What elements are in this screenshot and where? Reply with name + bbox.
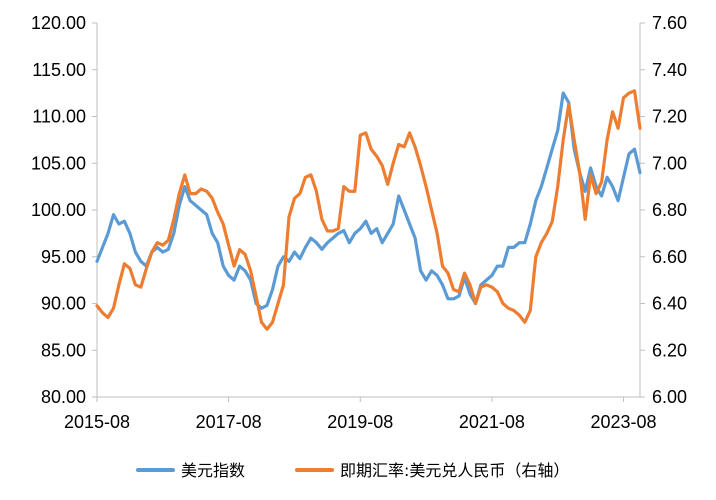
legend-label-1: 美元指数 — [181, 461, 245, 480]
y-right-tick-label: 7.60 — [652, 13, 687, 33]
y-right-tick-label: 6.20 — [652, 340, 687, 360]
y-left-tick-label: 95.00 — [41, 247, 86, 267]
y-left-tick-label: 80.00 — [41, 387, 86, 407]
x-tick-label: 2023-08 — [591, 412, 657, 432]
legend: 美元指数 即期汇率:美元兑人民币（右轴） — [136, 461, 569, 480]
y-left-tick-label: 100.00 — [31, 200, 86, 220]
y-left-tick-label: 110.00 — [32, 107, 86, 127]
y-left-tick-label: 115.00 — [32, 60, 86, 80]
axis-ticks: 80.00 85.00 90.00 95.00 100.00 105.00 110.00 11… — [31, 13, 687, 432]
y-left-tick-label: 85.00 — [41, 340, 86, 360]
x-tick-label: 2019-08 — [327, 412, 393, 432]
y-right-tick-label: 7.20 — [652, 107, 687, 127]
y-right-tick-label: 7.00 — [652, 153, 687, 173]
series-layer — [95, 89, 642, 331]
y-right-tick-label: 6.40 — [652, 294, 687, 314]
series-line-1 — [95, 91, 642, 310]
y-right-tick-label: 6.00 — [652, 387, 687, 407]
y-left-tick-label: 120.00 — [31, 13, 86, 33]
y-left-tick-label: 105.00 — [31, 153, 86, 173]
y-right-tick-label: 6.60 — [652, 247, 687, 267]
x-tick-label: 2021-08 — [459, 412, 525, 432]
y-right-tick-label: 7.40 — [652, 60, 687, 80]
y-right-tick-label: 6.80 — [652, 200, 687, 220]
series-line-2 — [95, 89, 642, 331]
x-tick-label: 2017-08 — [196, 412, 262, 432]
y-left-tick-label: 90.00 — [41, 294, 86, 314]
x-tick-label: 2015-08 — [64, 412, 130, 432]
legend-label-2: 即期汇率:美元兑人民币（右轴） — [340, 461, 569, 480]
